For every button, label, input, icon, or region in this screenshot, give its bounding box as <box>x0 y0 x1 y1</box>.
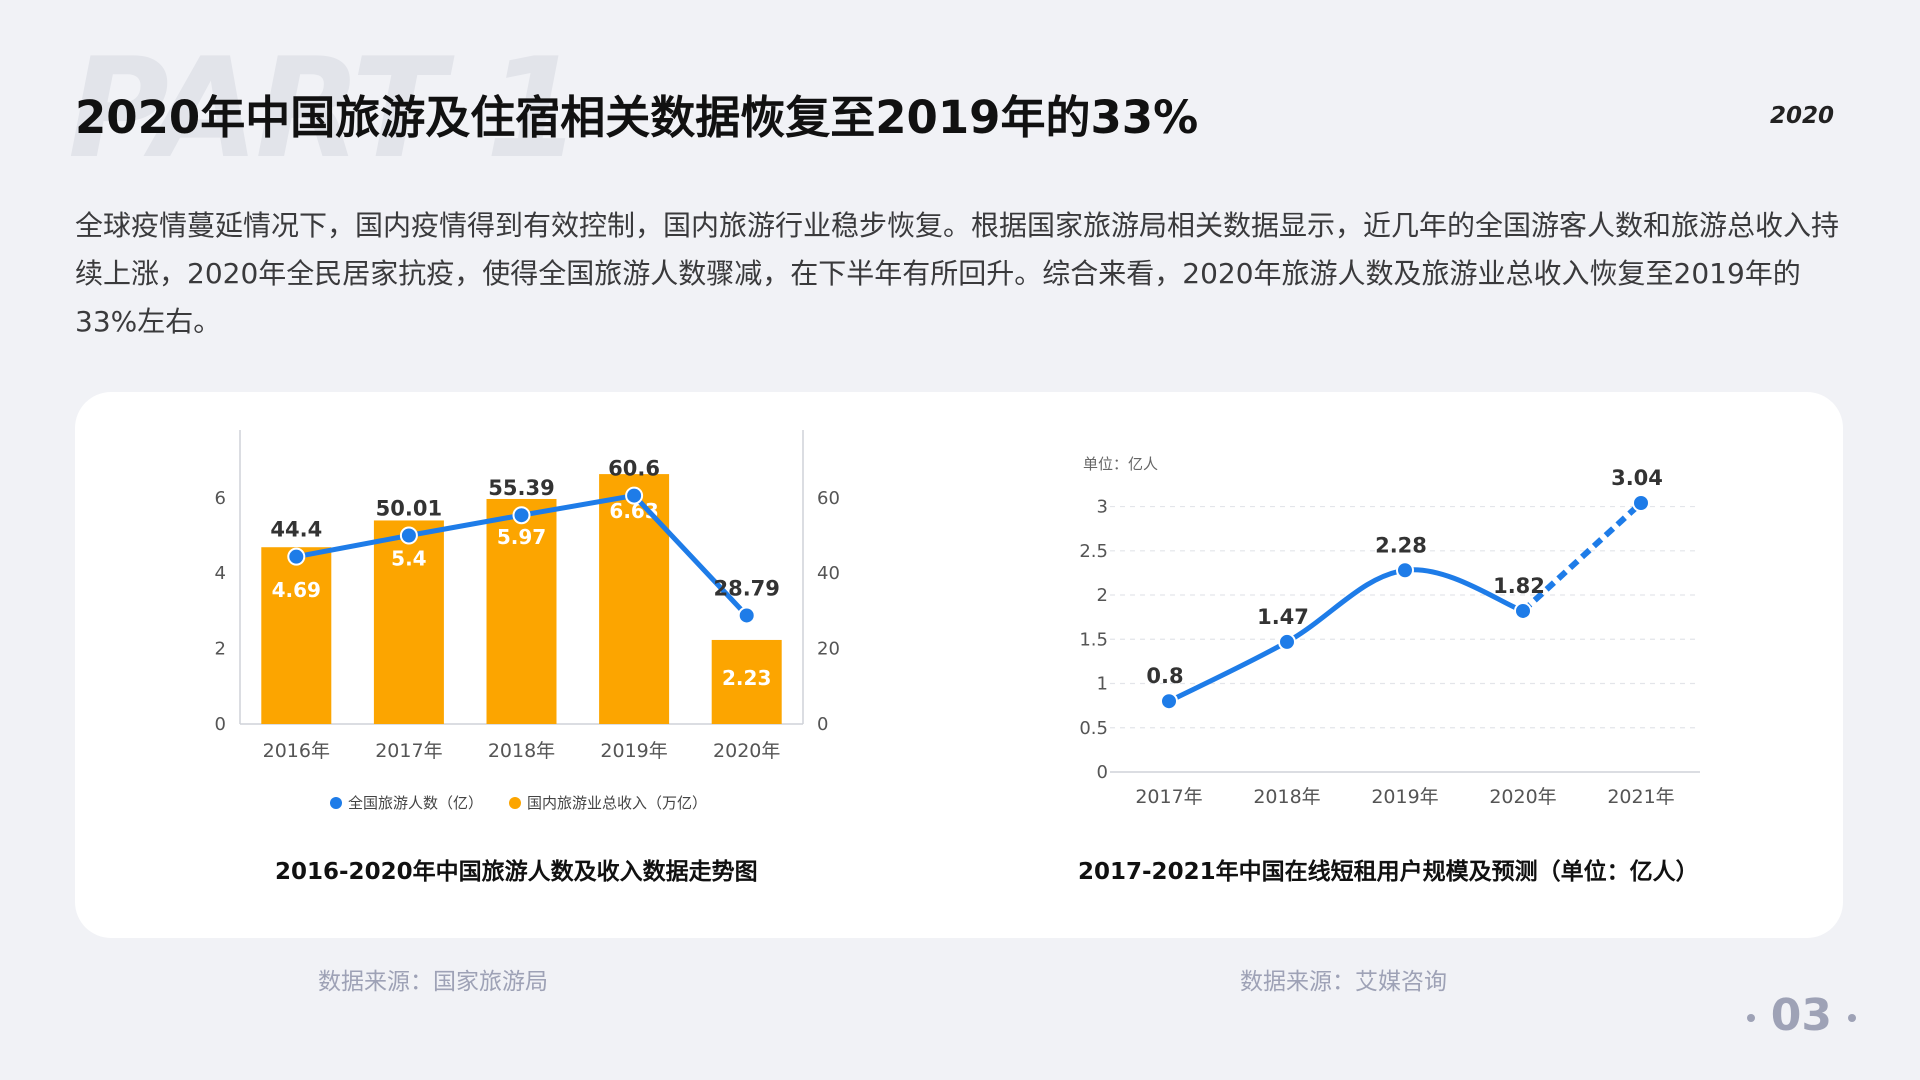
x-tick-label: 2017年 <box>1135 786 1202 808</box>
line-value-label: 50.01 <box>376 497 442 521</box>
x-tick-label: 2021年 <box>1607 786 1674 808</box>
bar-revenue <box>599 474 670 724</box>
right-tick-label: 20 <box>817 639 840 660</box>
users-point <box>1396 561 1414 580</box>
right-tick-label: 60 <box>817 488 840 509</box>
bar-revenue <box>711 639 782 724</box>
line-value-label: 55.39 <box>488 476 554 500</box>
users-point <box>1632 494 1650 513</box>
legend-item-visitors: 全国旅游人数（亿） <box>330 792 483 813</box>
line-value-label: 1.47 <box>1257 605 1309 629</box>
chart-card <box>75 392 1843 938</box>
bar-revenue <box>486 498 557 724</box>
x-tick-label: 2020年 <box>1489 786 1556 808</box>
y-tick-label: 1.5 <box>1079 629 1108 650</box>
line-value-label: 0.8 <box>1146 664 1183 688</box>
legend-label: 全国旅游人数（亿） <box>348 794 484 812</box>
visitors-point <box>625 486 644 505</box>
x-tick-label: 2016年 <box>263 740 330 762</box>
right-tick-label: 40 <box>817 563 840 584</box>
part-watermark: PART 1 <box>68 28 582 189</box>
chart2-source: 数据来源：艾媒咨询 <box>1240 969 1447 995</box>
line-value-label: 3.04 <box>1611 466 1663 490</box>
legend-dot-icon <box>330 797 342 809</box>
y-tick-label: 0 <box>1097 762 1108 783</box>
y-tick-label: 1 <box>1097 674 1108 695</box>
dot-icon <box>1848 1014 1856 1022</box>
chart1-caption: 2016-2020年中国旅游人数及收入数据走势图 <box>275 859 758 885</box>
x-tick-label: 2017年 <box>375 740 442 762</box>
users-forecast-line <box>1520 500 1644 614</box>
page-number: 03 <box>1731 990 1872 1041</box>
users-line <box>1167 567 1524 704</box>
visitors-point <box>512 506 531 525</box>
year-tag: 2020 <box>1769 103 1834 129</box>
legend-label: 国内旅游业总收入（万亿） <box>527 794 708 812</box>
bar-revenue <box>261 547 332 724</box>
chart1-source: 数据来源：国家旅游局 <box>318 969 548 995</box>
right-tick-label: 0 <box>817 714 828 735</box>
line-value-label: 1.82 <box>1493 574 1545 598</box>
users-point <box>1514 601 1532 620</box>
visitors-point <box>287 547 306 566</box>
line-value-label: 60.6 <box>608 457 660 481</box>
chart2-caption: 2017-2021年中国在线短租用户规模及预测（单位：亿人） <box>1078 859 1699 885</box>
legend-dot-icon <box>509 797 521 809</box>
line-value-label: 28.79 <box>713 576 779 600</box>
legend-item-revenue: 国内旅游业总收入（万亿） <box>509 792 707 813</box>
unit-label: 单位：亿人 <box>1083 455 1158 473</box>
x-tick-label: 2018年 <box>1253 786 1320 808</box>
users-point <box>1278 632 1296 651</box>
x-tick-label: 2020年 <box>713 740 780 762</box>
x-tick-label: 2019年 <box>1371 786 1438 808</box>
x-tick-label: 2018年 <box>488 740 555 762</box>
line-value-label: 44.4 <box>270 518 322 542</box>
intro-paragraph: 全球疫情蔓延情况下，国内疫情得到有效控制，国内旅游行业稳步恢复。根据国家旅游局相… <box>75 209 1840 338</box>
left-tick-label: 0 <box>215 714 226 735</box>
line-value-label: 2.28 <box>1375 533 1427 557</box>
bar-value-label: 5.4 <box>391 546 426 570</box>
y-tick-label: 2.5 <box>1079 541 1108 562</box>
visitors-point <box>737 606 756 625</box>
left-tick-label: 4 <box>215 563 226 584</box>
page-title: 2020年中国旅游及住宿相关数据恢复至2019年的33% <box>75 91 1199 144</box>
bar-value-label: 5.97 <box>497 525 546 549</box>
visitors-point <box>399 526 418 545</box>
page-number-text: 03 <box>1770 990 1832 1041</box>
bar-value-label: 2.23 <box>722 666 771 690</box>
users-point <box>1160 692 1178 711</box>
left-tick-label: 6 <box>215 488 226 509</box>
left-tick-label: 2 <box>215 639 226 660</box>
y-tick-label: 2 <box>1097 585 1108 606</box>
bar-value-label: 4.69 <box>272 578 321 602</box>
y-tick-label: 0.5 <box>1079 718 1108 739</box>
dot-icon <box>1746 1014 1755 1022</box>
y-tick-label: 3 <box>1097 497 1108 518</box>
bar-revenue <box>373 520 444 724</box>
x-tick-label: 2019年 <box>600 740 667 762</box>
